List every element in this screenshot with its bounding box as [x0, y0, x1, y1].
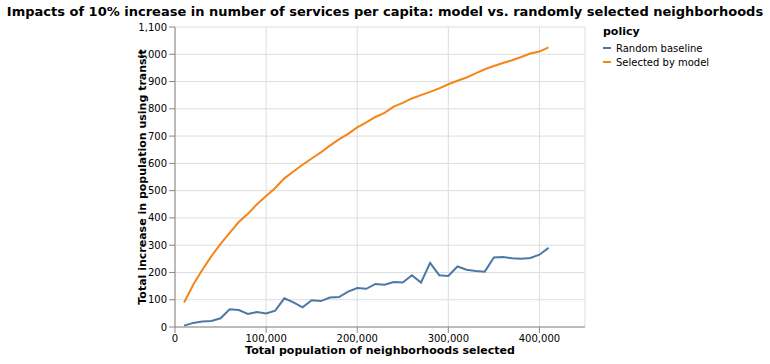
svg-text:800: 800 — [148, 103, 167, 114]
svg-text:900: 900 — [148, 76, 167, 87]
svg-text:700: 700 — [148, 131, 167, 142]
svg-text:1,100: 1,100 — [138, 22, 167, 33]
svg-text:500: 500 — [148, 185, 167, 196]
svg-text:300: 300 — [148, 240, 167, 251]
svg-text:0: 0 — [161, 322, 167, 333]
svg-text:200: 200 — [148, 267, 167, 278]
svg-text:300,000: 300,000 — [428, 333, 469, 344]
svg-text:0: 0 — [172, 333, 178, 344]
svg-text:100,000: 100,000 — [245, 333, 286, 344]
svg-text:100: 100 — [148, 294, 167, 305]
svg-text:400,000: 400,000 — [519, 333, 560, 344]
svg-text:600: 600 — [148, 158, 167, 169]
svg-text:200,000: 200,000 — [337, 333, 378, 344]
svg-text:400: 400 — [148, 212, 167, 223]
